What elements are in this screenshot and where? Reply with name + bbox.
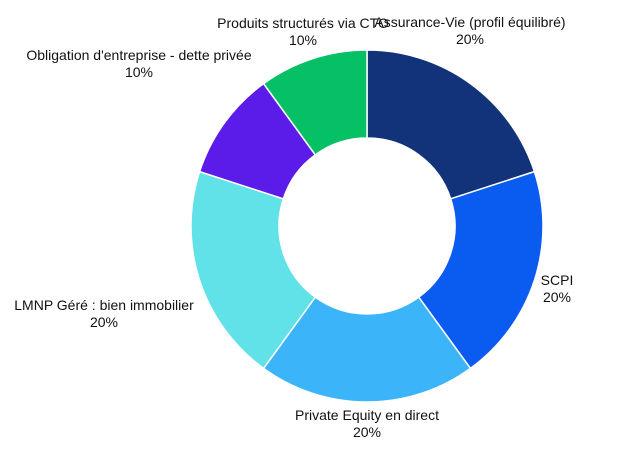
label-produits-structures: Produits structurés via CTO 10% [217,15,389,48]
label-obligation: Obligation d'entreprise - dette privée 1… [26,47,252,80]
label-private-equity: Private Equity en direct 20% [295,407,439,440]
label-assurance-vie: Assurance-Vie (profil équilibré) 20% [374,14,566,47]
donut-slice-0 [366,49,536,200]
donut-slice-2 [262,296,472,403]
donut-slice-5 [262,49,368,156]
donut-slice-3 [190,170,317,370]
label-scpi: SCPI 20% [540,272,574,305]
label-lmnp: LMNP Géré : bien immobilier 20% [14,297,194,330]
donut-slice-1 [417,170,544,370]
